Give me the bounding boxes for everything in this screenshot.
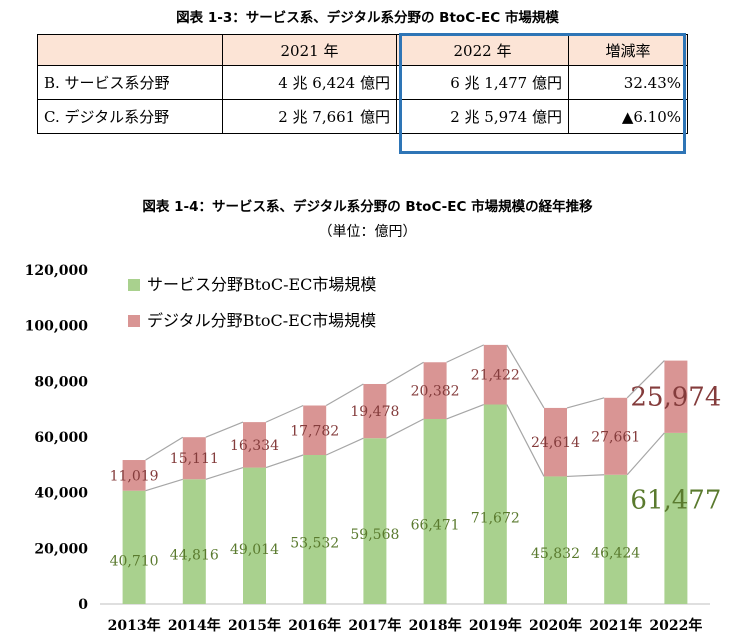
- y-tick-label: 0: [78, 597, 88, 613]
- bar-service: [182, 479, 206, 604]
- data-label-digital: 25,974: [630, 383, 721, 413]
- connector-line-service: [566, 474, 605, 478]
- connector-line-total: [506, 344, 545, 409]
- connector-line-service: [506, 404, 545, 477]
- bar-service: [363, 438, 387, 604]
- data-label-digital: 11,019: [110, 468, 159, 484]
- data-label-digital: 15,111: [170, 451, 219, 467]
- bar-digital: [182, 437, 206, 480]
- bar-service: [122, 490, 146, 604]
- x-tick-label: 2020年: [529, 617, 582, 634]
- bar-service: [243, 467, 266, 604]
- x-tick-label: 2013年: [108, 617, 161, 634]
- x-tick-label: 2019年: [469, 617, 522, 634]
- header-2021: 2021 年: [222, 34, 397, 66]
- bar-digital: [243, 422, 266, 468]
- row-label: B. サービス系分野: [37, 65, 223, 100]
- connector-line-total: [205, 421, 244, 438]
- cell-2022: 2 兆 5,974 億円: [396, 99, 569, 134]
- bar-digital: [604, 397, 628, 475]
- data-label-service: 46,424: [591, 545, 640, 561]
- data-label-digital: 27,661: [591, 429, 640, 445]
- x-tick-label: 2022年: [649, 617, 702, 634]
- x-tick-label: 2014年: [168, 617, 221, 634]
- bar-digital: [303, 405, 327, 456]
- connector-line-total: [265, 404, 304, 423]
- cell-2021: 2 兆 7,661 億円: [222, 99, 397, 134]
- x-tick-label: 2017年: [348, 617, 401, 634]
- legend-label: サービス分野BtoC-EC市場規模: [147, 275, 376, 294]
- data-label-service: 53,532: [290, 536, 339, 552]
- table-title: 図表 1-3：サービス系、デジタル系分野の BtoC-EC 市場規模: [176, 10, 559, 26]
- header-2022: 2022 年: [396, 34, 569, 66]
- header-blank: [37, 34, 223, 66]
- connector-line-service: [265, 454, 304, 469]
- market-size-table: 2021 年 2022 年 増減率 B. サービス系分野 4 兆 6,424 億…: [37, 34, 688, 134]
- cell-change-rate: 32.43%: [568, 65, 688, 100]
- bar-service: [483, 404, 507, 604]
- data-label-digital: 21,422: [471, 368, 520, 384]
- bar-digital: [363, 383, 387, 439]
- data-label-service: 59,568: [350, 527, 399, 543]
- y-tick-label: 100,000: [25, 319, 89, 335]
- legend-label: デジタル分野BtoC-EC市場規模: [147, 311, 376, 330]
- bar-digital: [483, 344, 507, 405]
- x-tick-label: 2021年: [589, 617, 642, 634]
- cell-2022: 6 兆 1,477 億円: [396, 65, 569, 100]
- data-label-digital: 19,478: [350, 404, 399, 420]
- connector-line-total: [145, 436, 184, 461]
- connector-line-total: [446, 344, 485, 363]
- x-tick-label: 2015年: [228, 617, 281, 634]
- table-row: C. デジタル系分野 2 兆 7,661 億円 2 兆 5,974 億円 ▲6.…: [37, 99, 688, 134]
- data-label-service: 66,471: [411, 517, 460, 533]
- cell-change-rate: ▲6.10%: [568, 99, 688, 134]
- data-label-service: 71,672: [471, 510, 520, 526]
- bar-service: [544, 476, 567, 604]
- stacked-bar-chart: 0 20,000 40,000 60,000 80,000 100,000 120,000 2…: [25, 263, 722, 634]
- y-tick-label: 20,000: [34, 541, 88, 557]
- x-tick-label: 2018年: [409, 617, 462, 634]
- data-label-digital: 16,334: [230, 438, 279, 454]
- table-header-row: 2021 年 2022 年 増減率: [37, 34, 688, 66]
- y-tick-label: 40,000: [34, 486, 88, 502]
- data-label-service: 49,014: [230, 542, 279, 558]
- data-label-digital: 24,614: [531, 435, 580, 451]
- connector-line-service: [386, 418, 424, 439]
- y-tick-label: 80,000: [34, 374, 88, 390]
- bar-service: [303, 455, 327, 604]
- y-tick-label: 120,000: [25, 263, 89, 279]
- bar-digital: [423, 362, 447, 419]
- bar-digital: [664, 360, 688, 433]
- cell-2021: 4 兆 6,424 億円: [222, 65, 397, 100]
- bar-digital: [544, 407, 567, 477]
- data-label-service: 45,832: [531, 546, 580, 562]
- data-label-digital: 20,382: [411, 384, 460, 400]
- bar-digital: [122, 460, 146, 491]
- connector-line-total: [325, 383, 364, 407]
- y-tick-label: 60,000: [34, 430, 88, 446]
- data-label-service: 61,477: [630, 485, 721, 515]
- legend-swatch: [128, 279, 140, 291]
- bar-service: [423, 418, 447, 604]
- connector-line-total: [626, 360, 665, 399]
- x-tick-label: 2016年: [288, 617, 341, 634]
- connector-line-service: [145, 478, 183, 492]
- bar-service: [604, 474, 628, 604]
- connector-line-service: [205, 467, 244, 480]
- connector-line-total: [386, 361, 424, 385]
- bar-service: [664, 432, 688, 604]
- data-label-service: 44,816: [170, 548, 219, 564]
- row-label: C. デジタル系分野: [37, 99, 223, 134]
- connector-line-service: [446, 403, 485, 420]
- chart-unit: （単位：億円）: [318, 224, 417, 240]
- connector-line-total: [566, 397, 605, 409]
- legend-swatch: [128, 315, 140, 327]
- chart-title: 図表 1-4：サービス系、デジタル系分野の BtoC-EC 市場規模の経年推移: [142, 199, 593, 215]
- data-label-digital: 17,782: [290, 423, 339, 439]
- table-row: B. サービス系分野 4 兆 6,424 億円 6 兆 1,477 億円 32.…: [37, 65, 688, 100]
- connector-line-service: [325, 437, 364, 456]
- connector-line-service: [626, 432, 665, 476]
- header-change-rate: 増減率: [568, 34, 688, 66]
- data-label-service: 40,710: [110, 553, 159, 569]
